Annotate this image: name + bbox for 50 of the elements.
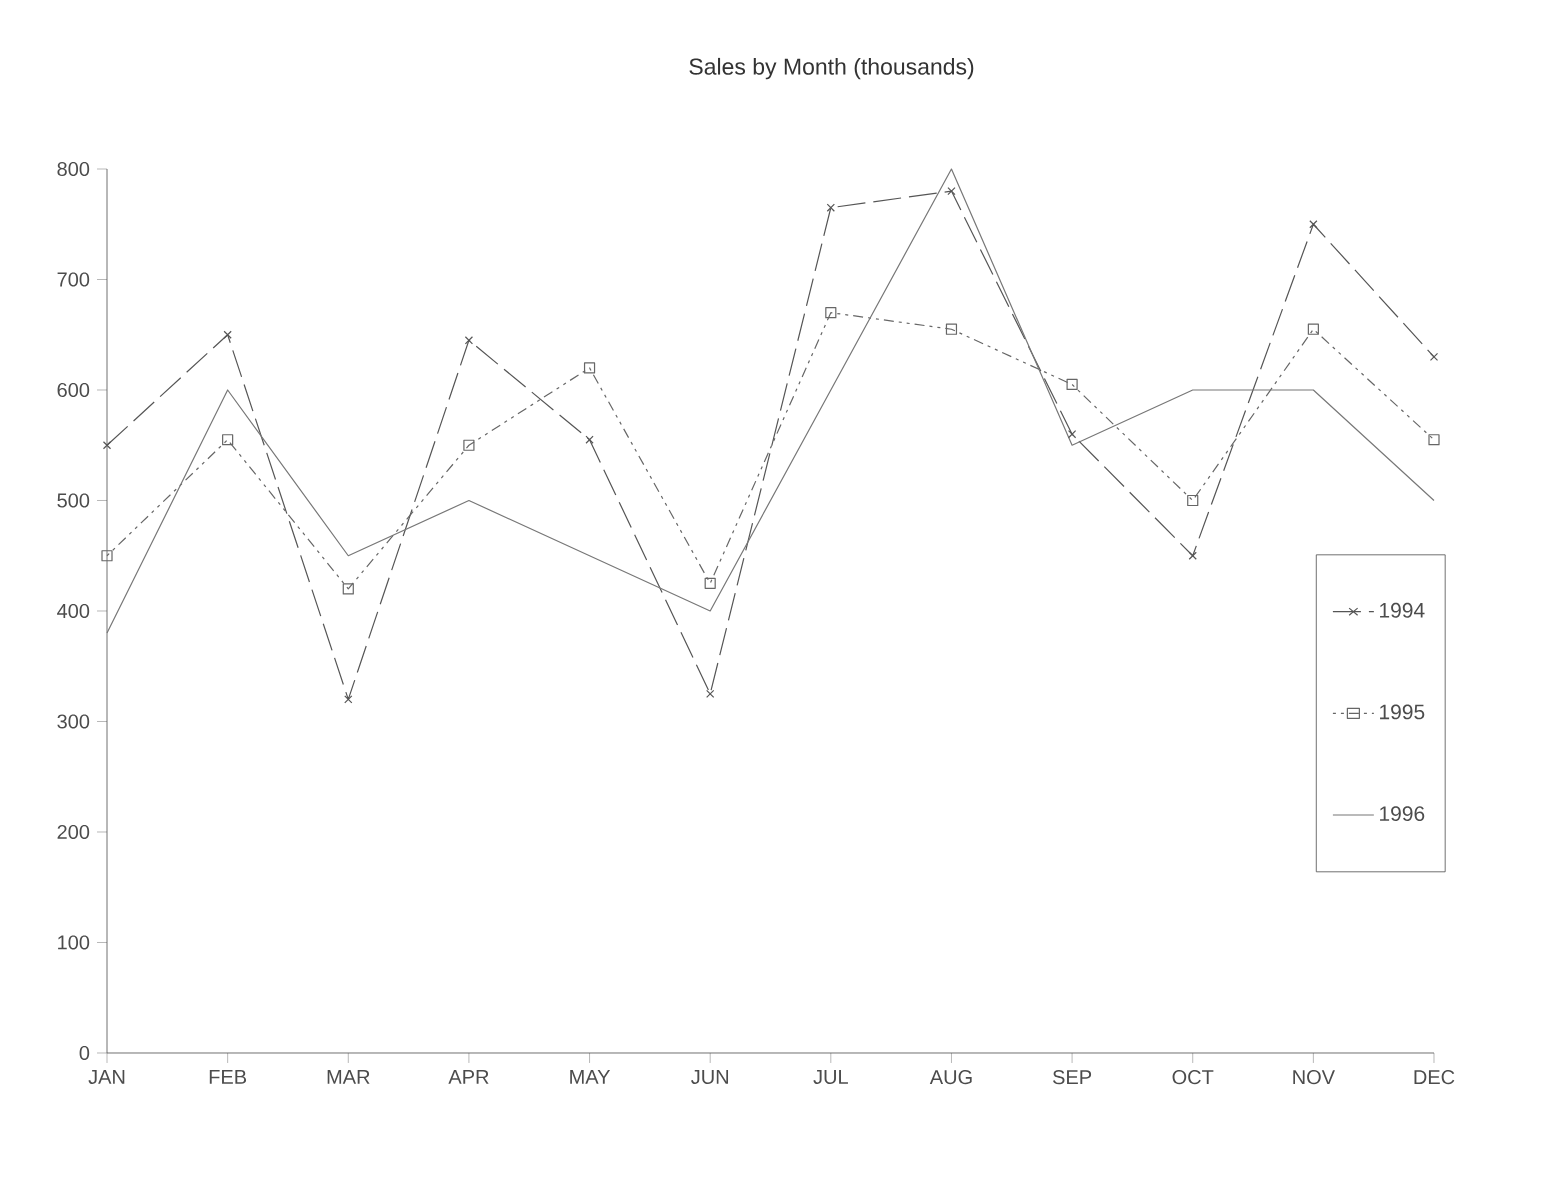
point bbox=[945, 323, 958, 335]
legend-label: 1995 bbox=[1380, 704, 1425, 720]
point bbox=[1309, 220, 1318, 229]
point bbox=[464, 336, 474, 345]
point bbox=[223, 330, 232, 339]
x-tick-label: JUL bbox=[813, 1070, 848, 1084]
point bbox=[344, 695, 353, 704]
point bbox=[342, 583, 354, 595]
y-tick-label: 300 bbox=[57, 714, 90, 729]
y-tick-label: 500 bbox=[57, 493, 90, 508]
point bbox=[947, 186, 956, 196]
point bbox=[583, 362, 596, 374]
point bbox=[585, 435, 594, 444]
y-tick-label: 100 bbox=[58, 935, 90, 950]
y-tick-label: 800 bbox=[57, 161, 90, 177]
x-tick-label: DEC bbox=[1414, 1070, 1455, 1085]
legend-label: 1996 bbox=[1380, 806, 1425, 822]
x-tick-label: MAY bbox=[570, 1070, 611, 1084]
x-tick-label: MAR bbox=[327, 1070, 370, 1084]
point bbox=[1428, 434, 1440, 446]
x-tick-label: FEB bbox=[209, 1070, 247, 1084]
legend-label: 1994 bbox=[1380, 602, 1425, 618]
chart-title: Sales by Month (thousands) bbox=[689, 57, 974, 80]
point bbox=[463, 439, 475, 451]
point bbox=[222, 434, 234, 446]
point bbox=[706, 689, 715, 699]
point bbox=[826, 203, 835, 212]
point bbox=[704, 577, 716, 589]
y-tick-label: 0 bbox=[79, 1045, 90, 1061]
point bbox=[101, 550, 113, 562]
y-tick-label: 700 bbox=[57, 272, 90, 287]
point bbox=[1187, 494, 1199, 507]
point bbox=[825, 307, 837, 319]
x-tick-label: JAN bbox=[88, 1070, 125, 1084]
y-tick-label: 400 bbox=[57, 603, 90, 619]
point bbox=[1188, 551, 1197, 560]
point bbox=[1429, 352, 1439, 361]
y-tick-label: 600 bbox=[57, 382, 90, 398]
point bbox=[1066, 378, 1078, 391]
x-tick-label: NOV bbox=[1293, 1070, 1335, 1085]
line-series bbox=[106, 168, 1435, 634]
point bbox=[1307, 323, 1319, 335]
point bbox=[1067, 430, 1077, 439]
x-tick-label: APR bbox=[448, 1070, 489, 1084]
point bbox=[102, 441, 112, 450]
x-tick-label: AUG bbox=[929, 1070, 972, 1085]
x-tick-label: OCT bbox=[1172, 1070, 1214, 1085]
x-tick-label: SEP bbox=[1052, 1070, 1092, 1085]
y-tick-label: 200 bbox=[57, 824, 90, 840]
x-tick-label: JUN bbox=[691, 1070, 729, 1084]
